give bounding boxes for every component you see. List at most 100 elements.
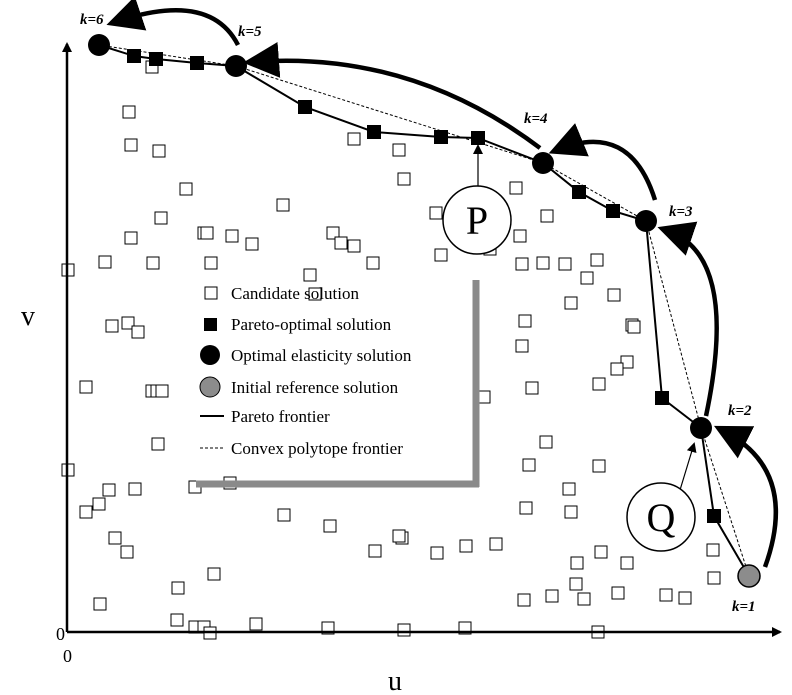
candidate-point [152, 144, 166, 158]
pareto-point [367, 125, 381, 139]
candidate-point [131, 325, 145, 339]
callout-q-pointer [679, 442, 697, 491]
candidate-point [207, 567, 221, 581]
candidate-point [200, 226, 214, 240]
candidate-point [204, 256, 218, 270]
callout-p-circle [442, 185, 512, 255]
candidate-point [536, 256, 550, 270]
candidate-point [525, 381, 539, 395]
axes: u v 0 0 [21, 42, 782, 695]
arrow-k1-to-k2 [713, 425, 779, 568]
legend-elasticity-label: Optimal elasticity solution [231, 346, 412, 365]
candidate-point [477, 390, 491, 404]
candidate-point [620, 556, 634, 570]
arrow-k5-to-k6 [106, 0, 241, 47]
legend-initial-label: Initial reference solution [231, 378, 399, 397]
callout-q-circle [626, 482, 696, 552]
candidate-point [509, 181, 523, 195]
pareto-point [298, 100, 312, 114]
candidate-point [276, 198, 290, 212]
candidate-point [564, 296, 578, 310]
legend-convex-label: Convex polytope frontier [231, 439, 403, 458]
pareto-point [127, 49, 141, 63]
elasticity-point-k4 [532, 152, 554, 174]
candidate-point [489, 537, 503, 551]
candidate-point [154, 211, 168, 225]
candidate-point [569, 577, 583, 591]
pareto-optimal-solutions [127, 49, 721, 523]
legend-bracket [196, 280, 480, 488]
candidate-point [545, 589, 559, 603]
candidate-point [590, 253, 604, 267]
iteration-labels: k=1 k=2 k=3 k=4 k=5 k=6 [80, 12, 756, 615]
candidate-point [434, 248, 448, 262]
candidate-point [146, 256, 160, 270]
candidate-point [105, 319, 119, 333]
callout-q: Q [626, 442, 697, 552]
legend-initial-symbol [199, 376, 221, 398]
k-label-6: k=6 [80, 12, 104, 28]
convex-polytope-frontier [98, 44, 750, 577]
elasticity-point-k2 [690, 417, 712, 439]
candidate-point [171, 581, 185, 595]
candidate-point [515, 257, 529, 271]
candidate-point [121, 316, 135, 330]
candidate-point [607, 288, 621, 302]
candidate-point [430, 546, 444, 560]
candidate-point [92, 497, 106, 511]
callout-p-label: P [466, 198, 488, 243]
k-label-3: k=3 [669, 204, 693, 220]
pareto-point [190, 56, 204, 70]
candidate-point [610, 362, 624, 376]
y-axis-label: v [21, 301, 35, 332]
pareto-point [655, 391, 669, 405]
pareto-point [434, 130, 448, 144]
candidate-point [539, 435, 553, 449]
candidate-point [678, 591, 692, 605]
legend: Candidate solution Pareto-optimal soluti… [199, 284, 412, 458]
candidate-point [98, 255, 112, 269]
candidate-point [155, 384, 169, 398]
candidate-point [102, 483, 116, 497]
candidate-point [179, 182, 193, 196]
candidate-point [366, 256, 380, 270]
legend-elasticity-symbol [200, 345, 220, 365]
candidate-point [513, 229, 527, 243]
candidate-point [519, 501, 533, 515]
candidate-point [122, 105, 136, 119]
candidate-point [347, 132, 361, 146]
callout-p: P [442, 144, 512, 255]
elasticity-point-k6 [88, 34, 110, 56]
candidate-point [515, 339, 529, 353]
candidate-point [706, 543, 720, 557]
candidate-point [397, 623, 411, 637]
candidate-point [627, 320, 641, 334]
candidate-point [323, 519, 337, 533]
candidate-point [577, 592, 591, 606]
candidate-point [620, 355, 634, 369]
k-label-1: k=1 [732, 599, 756, 615]
candidate-point [170, 613, 184, 627]
candidate-point [397, 172, 411, 186]
origin-label-y: 0 [56, 624, 65, 644]
candidate-point [128, 482, 142, 496]
candidate-point [93, 597, 107, 611]
legend-pareto-label: Pareto-optimal solution [231, 315, 392, 334]
pareto-point [572, 185, 586, 199]
k-label-5: k=5 [238, 24, 262, 40]
candidate-point [564, 505, 578, 519]
candidate-point [108, 531, 122, 545]
candidate-point [707, 571, 721, 585]
candidate-point [594, 545, 608, 559]
candidate-point [326, 226, 340, 240]
pareto-point [707, 509, 721, 523]
candidate-point [151, 437, 165, 451]
origin-label-x: 0 [63, 646, 72, 666]
candidate-point [334, 236, 348, 250]
candidate-point [592, 377, 606, 391]
arrow-k2-to-k3 [657, 221, 719, 417]
arrow-k3-to-k4 [548, 123, 658, 201]
candidate-point [518, 314, 532, 328]
candidate-point [459, 539, 473, 553]
